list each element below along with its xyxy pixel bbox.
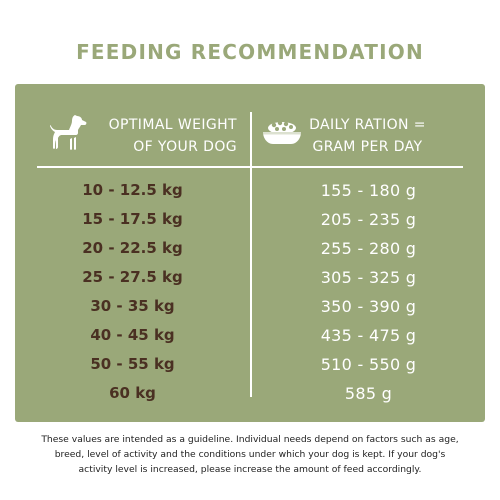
table-row: 30 - 35 kg 350 - 390 g — [15, 292, 485, 321]
table-body: 10 - 12.5 kg 155 - 180 g 15 - 17.5 kg 20… — [15, 176, 485, 408]
weight-header-line1: OPTIMAL WEIGHT — [108, 117, 237, 133]
dog-icon — [50, 115, 87, 150]
weight-cell: 20 - 22.5 kg — [82, 239, 183, 257]
table-row: 40 - 45 kg 435 - 475 g — [15, 321, 485, 350]
table-row: 50 - 55 kg 510 - 550 g — [15, 350, 485, 379]
guideline-note: These values are intended as a guideline… — [20, 432, 480, 477]
note-line: These values are intended as a guideline… — [41, 434, 459, 445]
weight-cell: 40 - 45 kg — [90, 326, 175, 344]
table-row: 20 - 22.5 kg 255 - 280 g — [15, 234, 485, 263]
weight-column-header: OPTIMAL WEIGHT OF YOUR DOG — [87, 114, 237, 158]
ration-cell: 585 g — [344, 384, 393, 403]
weight-cell: 15 - 17.5 kg — [82, 210, 183, 228]
ration-column-header: DAILY RATION = GRAM PER DAY — [270, 114, 465, 158]
weight-cell: 30 - 35 kg — [90, 297, 175, 315]
table-row: 10 - 12.5 kg 155 - 180 g — [15, 176, 485, 205]
ration-cell: 350 - 390 g — [320, 297, 417, 316]
weight-cell: 25 - 27.5 kg — [82, 268, 183, 286]
page-title: FEEDING RECOMMENDATION — [76, 40, 424, 64]
ration-header-line1: DAILY RATION = — [309, 117, 426, 133]
weight-header-line2: OF YOUR DOG — [133, 139, 237, 155]
weight-cell: 50 - 55 kg — [90, 355, 175, 373]
ration-cell: 305 - 325 g — [320, 268, 417, 287]
feeding-table: OPTIMAL WEIGHT OF YOUR DOG DAILY RATION … — [15, 84, 485, 422]
note-line: breed, level of activity and the conditi… — [54, 449, 446, 460]
weight-cell: 60 kg — [109, 384, 156, 402]
ration-cell: 435 - 475 g — [320, 326, 417, 345]
food-bowl-icon — [263, 120, 301, 144]
table-row: 15 - 17.5 kg 205 - 235 g — [15, 205, 485, 234]
table-row: 60 kg 585 g — [15, 379, 485, 408]
column-divider — [250, 112, 252, 397]
ration-header-line2: GRAM PER DAY — [312, 139, 423, 155]
feeding-table-panel: OPTIMAL WEIGHT OF YOUR DOG DAILY RATION … — [15, 84, 485, 422]
ration-cell: 510 - 550 g — [320, 355, 417, 374]
ration-cell: 255 - 280 g — [320, 239, 417, 258]
ration-cell: 205 - 235 g — [320, 210, 417, 229]
table-row: 25 - 27.5 kg 305 - 325 g — [15, 263, 485, 292]
note-line: activity level is increased, please incr… — [78, 464, 422, 475]
ration-cell: 155 - 180 g — [320, 181, 417, 200]
weight-cell: 10 - 12.5 kg — [82, 181, 183, 199]
